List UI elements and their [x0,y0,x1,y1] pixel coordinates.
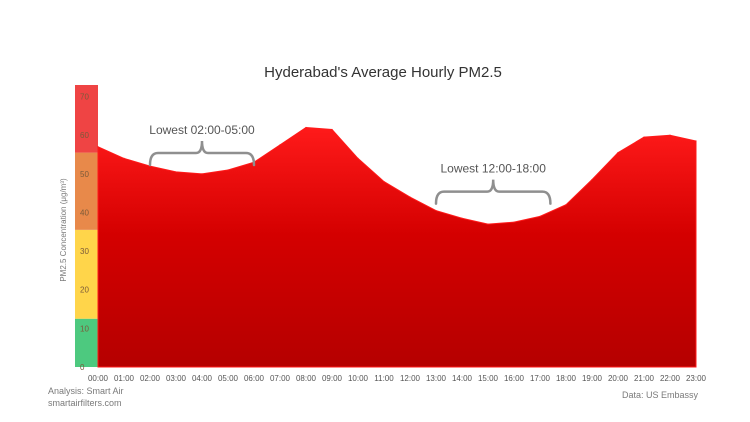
x-tick-label: 12:00 [400,374,421,383]
data-point [539,215,541,217]
data-point [695,140,697,142]
annotation-bracket-0 [148,140,256,167]
x-tick-label: 13:00 [426,374,447,383]
analysis-credit-line2: smartairfilters.com [48,398,122,408]
aqi-band-1 [75,229,98,319]
data-point [279,144,281,146]
x-tick-label: 21:00 [634,374,655,383]
x-tick-label: 08:00 [296,374,317,383]
analysis-credit-line1: Analysis: Smart Air [48,386,124,396]
data-point [591,179,593,181]
x-tick-label: 22:00 [660,374,681,383]
aqi-band-0 [75,318,98,367]
x-tick-label: 15:00 [478,374,499,383]
y-axis-ticks: 0 10 20 30 40 50 60 70 [80,93,89,372]
x-tick-label: 00:00 [88,374,109,383]
data-point [331,128,333,131]
data-point [383,180,385,183]
y-axis-label: PM2.5 Concentration (μg/m³) [59,178,68,282]
data-point [435,209,437,212]
x-tick-label: 02:00 [140,374,161,383]
plot-area [97,126,697,368]
series-area-0 [97,126,697,368]
x-tick-label: 01:00 [114,374,135,383]
x-tick-label: 10:00 [348,374,369,383]
x-tick-label: 17:00 [530,374,551,383]
aqi-band-2 [75,152,98,230]
aqi-color-bands [75,85,98,367]
data-point [201,173,203,175]
data-point [175,171,177,173]
x-tick-label: 11:00 [374,374,394,383]
x-tick-label: 09:00 [322,374,343,383]
y-tick-label: 30 [80,247,89,256]
x-axis-ticks: 00:00 01:00 02:00 03:00 04:00 05:00 06:00 07:00… [88,374,707,383]
data-source: Data: US Embassy [621,390,698,400]
x-tick-label: 03:00 [166,374,187,383]
annotation-label-0: Lowest 02:00-05:00 [149,123,255,137]
x-tick-label: 20:00 [608,374,629,383]
x-tick-label: 19:00 [582,374,603,383]
chart-title: Hyderabad's Average Hourly PM2.5 [264,64,502,81]
x-tick-label: 06:00 [244,374,265,383]
x-tick-label: 04:00 [192,374,213,383]
data-point [227,169,229,171]
x-tick-label: 23:00 [686,374,707,383]
y-tick-label: 40 [80,208,89,217]
x-tick-label: 07:00 [270,374,291,383]
y-tick-label: 70 [80,93,89,102]
data-point [409,196,411,198]
data-point [513,221,515,223]
y-tick-label: 0 [80,363,85,372]
data-point [97,146,99,148]
data-point [305,126,307,129]
data-point [565,204,567,206]
data-point [357,157,359,159]
annotation-bracket-1 [434,179,552,205]
y-tick-label: 60 [80,131,89,140]
x-tick-label: 14:00 [452,374,473,383]
y-tick-label: 50 [80,170,89,179]
data-point [669,134,671,136]
x-tick-label: 16:00 [504,374,525,383]
data-point [643,136,645,138]
x-tick-label: 05:00 [218,374,239,383]
data-point [461,217,463,219]
analysis-credit: Analysis: Smart Air smartairfilters.com [48,385,124,409]
y-tick-label: 20 [80,286,89,295]
data-point [617,152,619,154]
data-point [123,157,125,159]
annotation-label-1: Lowest 12:00-18:00 [440,162,546,176]
x-tick-label: 18:00 [556,374,577,383]
y-tick-label: 10 [80,324,89,333]
aqi-band-3 [75,85,98,153]
data-point [487,223,489,225]
